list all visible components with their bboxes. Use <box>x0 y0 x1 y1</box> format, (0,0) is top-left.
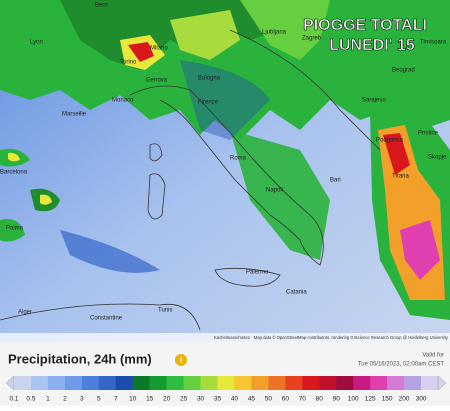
scale-swatch <box>132 376 150 390</box>
scale-swatch <box>183 376 201 390</box>
scale-label: 90 <box>333 396 341 403</box>
scale-swatch <box>387 376 405 390</box>
city-label: Sarajevo <box>362 98 386 104</box>
city-label: Genova <box>146 78 168 84</box>
scale-label: 7 <box>114 396 118 403</box>
city-labels: Bern Lyon Milano Torino Genova Monaco Bo… <box>0 3 447 322</box>
scale-end <box>437 375 447 391</box>
scale-label: 15 <box>146 396 154 403</box>
city-label: Bologna <box>198 76 221 82</box>
info-icon-glyph: i <box>180 356 182 365</box>
scale-label: 20 <box>163 396 171 403</box>
city-label: Palma <box>6 226 24 232</box>
scale-label: 30 <box>197 396 205 403</box>
scale-label: 200 <box>399 396 410 403</box>
city-label: Bari <box>330 178 341 184</box>
scale-label: 50 <box>265 396 273 403</box>
scale-swatch <box>421 376 439 390</box>
legend-panel <box>0 342 450 406</box>
overlay-title: PIOGGE TOTALI LUNEDI' 15 <box>303 17 427 55</box>
scale-label: 80 <box>316 396 324 403</box>
city-label: Tirana <box>392 174 409 180</box>
attribution: Kachelmann/meteo · Map data © OpenStreet… <box>214 335 449 340</box>
title-line: LUNEDI' 15 <box>329 37 415 54</box>
scale-label: 3 <box>80 396 84 403</box>
city-label: Alger <box>18 310 32 316</box>
city-label: Marseille <box>62 112 87 118</box>
scale-swatch <box>217 376 235 390</box>
scale-label: 5 <box>97 396 101 403</box>
coastlines <box>0 29 381 331</box>
scale-swatch <box>200 376 218 390</box>
scale-label: 35 <box>214 396 222 403</box>
scale-label: 25 <box>180 396 188 403</box>
scale-label: 300 <box>416 396 427 403</box>
scale-label: 0.5 <box>26 396 35 403</box>
scale-swatch <box>370 376 388 390</box>
scale-swatch <box>234 376 252 390</box>
city-label: Constantine <box>90 316 123 322</box>
city-label: Bern <box>95 3 108 9</box>
scale-swatch <box>30 376 49 390</box>
scale-label: 10 <box>129 396 137 403</box>
city-label: Ljubljana <box>262 30 287 36</box>
scale-label: 45 <box>248 396 256 403</box>
attribution-bg <box>0 333 450 342</box>
city-label: Skopje <box>428 155 447 161</box>
scale-swatch <box>81 376 100 390</box>
city-label: Zagreb <box>302 36 322 42</box>
scale-swatch <box>353 376 371 390</box>
scale-label: 150 <box>382 396 393 403</box>
valid-label: Valid for <box>422 353 444 359</box>
scale-label: 70 <box>299 396 307 403</box>
city-label: Tunis <box>158 308 172 314</box>
scale-swatch <box>251 376 269 390</box>
city-label: Roma <box>230 156 247 162</box>
city-label: Podgorica <box>376 138 404 144</box>
scale-label: 1 <box>46 396 50 403</box>
city-label: Beograd <box>392 68 415 74</box>
precipitation-field <box>0 0 450 320</box>
scale-swatch <box>166 376 184 390</box>
scale-swatch <box>64 376 83 390</box>
city-label: Napoli <box>266 188 283 194</box>
scale-swatch <box>14 376 32 390</box>
valid-time: Tue 05/16/2023, 02:00am CEST <box>358 362 445 368</box>
title-line: PIOGGE TOTALI <box>303 17 427 34</box>
city-label: Palermo <box>246 270 269 276</box>
scale-label: 40 <box>231 396 239 403</box>
scale-swatch <box>115 376 134 390</box>
city-label: Milano <box>150 46 168 52</box>
city-label: Barcelona <box>0 170 28 176</box>
city-label: Lyon <box>30 40 43 46</box>
scale-label: 60 <box>282 396 290 403</box>
scale-swatch <box>47 376 66 390</box>
city-label: Firenze <box>198 100 219 106</box>
scale-swatch <box>285 376 303 390</box>
city-label: Catania <box>286 290 307 296</box>
scale-swatch <box>98 376 117 390</box>
scale-swatch <box>336 376 354 390</box>
city-label: Pristine <box>418 131 439 137</box>
scale-label: 125 <box>365 396 376 403</box>
city-label: Torino <box>120 60 137 66</box>
scale-label: 2 <box>63 396 67 403</box>
scale-label: 100 <box>348 396 359 403</box>
city-label: Timisoara <box>420 40 447 46</box>
scale-swatch <box>268 376 286 390</box>
legend-title: Precipitation, 24h (mm) <box>8 351 152 366</box>
scale-label: 0.1 <box>9 396 18 403</box>
scale-swatch <box>302 376 320 390</box>
scale-swatch <box>149 376 167 390</box>
scale-swatch <box>404 376 422 390</box>
color-scale: 0.1 0.5 1 2 3 5 7 10 15 20 25 30 35 40 45 50 60 70 80 90 100… <box>5 375 447 403</box>
scale-swatch <box>319 376 337 390</box>
info-icon[interactable] <box>175 354 187 366</box>
city-label: Monaco <box>112 98 134 104</box>
